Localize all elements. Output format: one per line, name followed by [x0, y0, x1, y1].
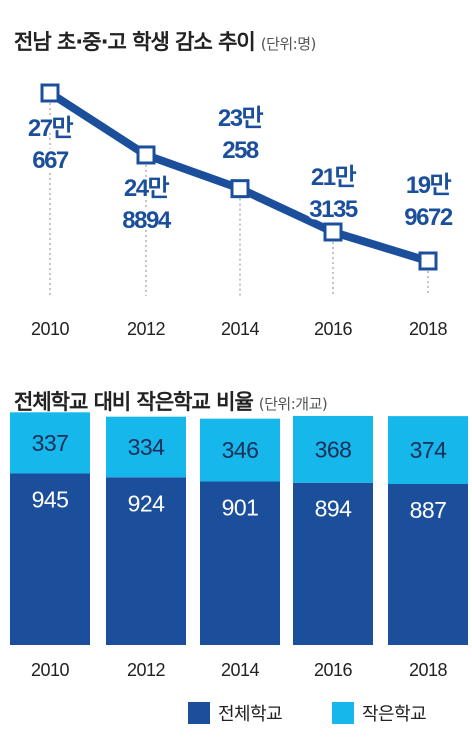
bar-x-tick-label: 2010: [31, 660, 70, 680]
x-tick-label: 2014: [221, 319, 260, 339]
legend-label-small: 작은학교: [362, 704, 427, 725]
line-point: [40, 83, 60, 103]
bar-small: [200, 418, 280, 482]
bar-small-label: 374: [410, 437, 448, 463]
bar-small-label: 368: [315, 436, 352, 462]
line-chart: 27만 667 24만 8894 23만 258 21만 3135 19만 9672 2010 201…: [25, 83, 457, 339]
bar-small: [106, 416, 186, 478]
data-label: 667: [32, 147, 69, 174]
data-label: 258: [222, 137, 259, 164]
bar-small-label: 334: [128, 434, 166, 460]
x-tick-label: 2016: [314, 319, 353, 339]
bar-total-label: 901: [222, 494, 259, 520]
legend-item-small: 작은학교: [332, 698, 427, 728]
bar-x-tick-label: 2012: [127, 660, 166, 680]
bar-total-label: 894: [315, 496, 353, 522]
x-tick-label: 2012: [127, 319, 166, 339]
legend-item-total: 전체학교: [188, 698, 283, 728]
data-label: 24만: [124, 175, 170, 202]
bar-small: [388, 416, 468, 485]
bar-chart: 337 945 2010 334 924 2012 346 901 2014 368 894 2016…: [10, 412, 468, 680]
data-label: 23만: [218, 105, 264, 132]
legend-swatch-small: [332, 702, 354, 724]
bar-chart-title: 전체학교 대비 작은학교 비율 (단위:개교): [14, 390, 328, 414]
bar-total-label: 945: [32, 486, 69, 512]
bar-total: [388, 484, 468, 645]
bar-x-tick-label: 2016: [314, 660, 353, 680]
data-label: 27만: [28, 115, 74, 142]
bar-total: [106, 477, 186, 645]
line-point: [136, 145, 156, 165]
bar-chart-unit: (단위:개교): [258, 395, 328, 413]
bar-total: [10, 473, 90, 645]
legend-swatch-total: [188, 702, 210, 724]
x-tick-label: 2010: [31, 319, 70, 339]
legend-label-total: 전체학교: [218, 704, 283, 725]
bar-total: [200, 481, 280, 645]
line-point: [418, 251, 438, 271]
x-tick-label: 2018: [409, 319, 448, 339]
data-label: 9672: [404, 204, 453, 231]
data-label: 3135: [309, 196, 358, 223]
bar-total-label: 887: [410, 497, 447, 523]
bar-small-label: 346: [222, 437, 259, 463]
bar-x-tick-label: 2014: [221, 660, 260, 680]
bar-small: [293, 415, 373, 483]
line-point: [323, 222, 343, 242]
data-label: 8894: [122, 207, 172, 234]
data-label: 21만: [311, 164, 357, 191]
line-chart-title: 전남 초·중·고 학생 감소 추이 (단위:명): [14, 30, 317, 54]
bar-small: [10, 412, 90, 474]
bar-total-label: 924: [128, 490, 166, 516]
line-point: [230, 179, 250, 199]
bar-total: [293, 482, 373, 645]
bar-small-label: 337: [32, 430, 69, 456]
data-label: 19만: [406, 172, 452, 199]
bar-x-tick-label: 2018: [409, 660, 448, 680]
line-chart-unit: (단위:명): [260, 35, 317, 53]
